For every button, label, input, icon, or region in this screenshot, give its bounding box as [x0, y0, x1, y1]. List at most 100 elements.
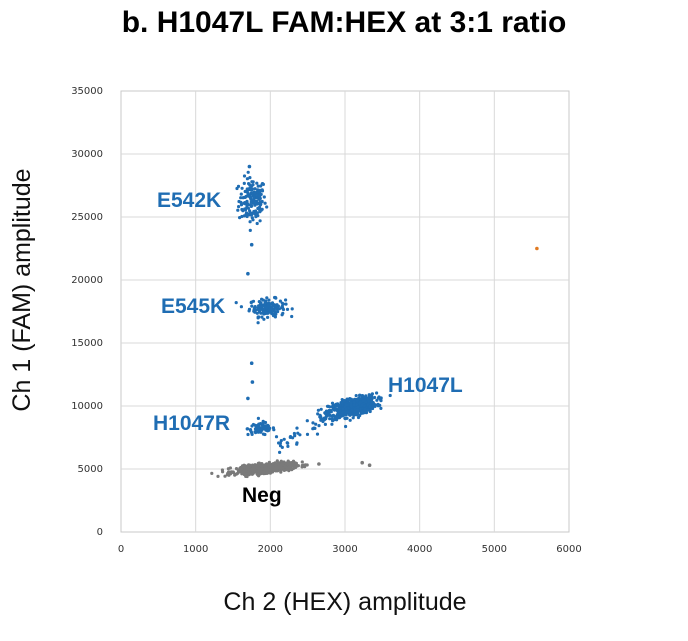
droplet-point — [286, 444, 290, 448]
droplet-point — [264, 468, 268, 472]
droplet-point — [260, 297, 264, 301]
droplet-point — [229, 470, 233, 474]
droplet-point — [279, 439, 283, 443]
droplet-point — [255, 472, 259, 476]
gridlines — [121, 91, 569, 532]
droplet-point — [344, 407, 348, 411]
droplet-point — [271, 462, 275, 466]
droplet-point — [252, 306, 256, 310]
droplet-point — [352, 400, 356, 405]
y-axis-label: Ch 1 (FAM) amplitude — [8, 168, 36, 411]
droplet-point — [244, 212, 248, 217]
droplet-point — [283, 461, 287, 465]
outlier-point — [246, 396, 250, 401]
droplet-point — [343, 416, 347, 420]
droplet-point — [254, 215, 258, 219]
droplet-point — [278, 450, 282, 454]
x-tick-label: 5000 — [482, 544, 507, 555]
outlier-point — [360, 460, 365, 465]
droplet-point — [257, 315, 261, 319]
droplet-point — [316, 408, 320, 412]
droplet-point — [317, 424, 321, 428]
droplet-point — [253, 187, 257, 191]
droplet-point — [303, 465, 307, 469]
cluster-label-h1047r: H1047R — [153, 412, 230, 435]
droplet-point — [285, 307, 290, 311]
droplet-point — [373, 395, 377, 400]
y-tick-label: 15000 — [71, 338, 103, 349]
droplet-point — [257, 466, 261, 470]
droplet-point — [258, 308, 262, 312]
droplet-point — [358, 393, 362, 397]
droplet-point — [236, 468, 240, 472]
droplet-point — [242, 181, 246, 185]
droplet-point — [377, 395, 381, 399]
droplet-point — [236, 208, 240, 212]
droplet-point — [349, 401, 353, 405]
droplet-point — [263, 463, 267, 467]
droplet-point — [245, 467, 249, 471]
droplet-point — [278, 299, 282, 303]
droplet-point — [340, 411, 344, 415]
droplet-point — [252, 466, 256, 471]
droplet-point — [305, 432, 310, 436]
droplet-point — [249, 187, 253, 191]
droplet-point — [345, 410, 350, 414]
droplet-point — [305, 419, 309, 423]
droplet-point — [295, 464, 299, 468]
x-tick-label: 2000 — [258, 544, 283, 555]
droplet-point — [300, 463, 304, 468]
cluster-label-e542k: E542K — [157, 189, 221, 212]
droplet-point — [220, 468, 224, 472]
droplet-point — [315, 432, 320, 436]
droplet-point — [273, 466, 277, 470]
droplet-point — [349, 403, 353, 408]
droplet-point — [356, 415, 361, 420]
outlier-point — [535, 246, 539, 251]
droplet-point — [264, 425, 269, 429]
droplet-point — [250, 180, 254, 184]
droplet-point — [261, 420, 265, 425]
x-tick-label: 3000 — [332, 544, 357, 555]
droplet-point — [343, 405, 347, 409]
droplet-point — [264, 311, 268, 315]
droplet-point — [242, 174, 247, 178]
droplet-point — [248, 176, 252, 180]
droplet-point — [363, 410, 367, 415]
droplet-point — [240, 214, 244, 219]
droplet-point — [266, 303, 270, 308]
droplet-point — [244, 189, 248, 193]
droplet-point — [376, 404, 380, 408]
droplet-point — [277, 461, 281, 465]
x-tick-label: 6000 — [556, 544, 581, 555]
droplet-point — [379, 406, 383, 410]
droplet-point — [250, 192, 254, 196]
droplet-point — [253, 200, 257, 205]
droplet-point — [262, 307, 266, 311]
droplet-point — [255, 202, 260, 206]
droplet-point — [255, 465, 259, 469]
droplet-point — [248, 228, 252, 232]
droplet-point — [263, 432, 267, 437]
droplet-point — [344, 424, 348, 429]
droplet-point — [375, 398, 379, 402]
droplet-point — [276, 310, 280, 314]
droplet-point — [330, 401, 335, 405]
droplet-point — [245, 427, 249, 431]
droplet-point — [248, 203, 253, 207]
droplet-point — [258, 205, 262, 209]
x-axis-label: Ch 2 (HEX) amplitude — [223, 588, 466, 616]
droplet-point — [267, 466, 271, 470]
droplet-point — [274, 306, 278, 311]
droplet-point — [258, 194, 262, 198]
droplet-point — [248, 468, 252, 472]
droplet-point — [245, 474, 249, 479]
x-tick-label: 0 — [118, 544, 124, 555]
droplet-point — [274, 304, 278, 308]
droplet-point — [271, 314, 276, 318]
droplet-point — [256, 184, 260, 188]
y-tick-label: 35000 — [71, 86, 103, 97]
droplet-point — [340, 401, 344, 405]
droplet-point — [360, 410, 364, 414]
droplet-point — [249, 429, 253, 433]
